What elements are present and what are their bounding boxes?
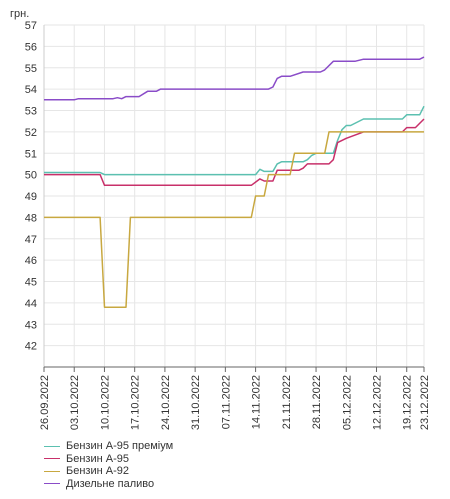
x-axis-ticks: 26.09.2022 03.10.2022 10.10.2022 17.10.2022…	[39, 375, 431, 430]
x-tick-label: 21.11.2022	[281, 375, 293, 429]
y-tick-label: 51	[25, 148, 37, 160]
y-tick-label: 45	[25, 277, 37, 289]
chart-legend: Бензин А-95 преміум Бензин А-95 Бензин А-9…	[44, 440, 173, 490]
legend-swatch	[44, 458, 60, 459]
chart-series	[44, 56, 425, 308]
x-tick-label: 26.09.2022	[39, 375, 51, 430]
legend-swatch	[44, 445, 60, 447]
legend-swatch	[44, 470, 60, 472]
y-tick-label: 57	[25, 20, 37, 32]
chart-grid	[43, 24, 425, 367]
x-tick-label: 12.12.2022	[372, 375, 384, 430]
x-tick-label: 17.10.2022	[130, 375, 142, 430]
x-tick-label: 31.10.2022	[190, 375, 202, 430]
y-tick-label: 48	[25, 212, 37, 224]
series-line-1	[44, 118, 425, 187]
legend-swatch	[44, 483, 60, 484]
y-tick-label: 42	[25, 341, 37, 353]
legend-item[interactable]: Бензин А-95	[44, 453, 173, 465]
y-tick-label: 49	[25, 191, 37, 203]
y-axis-ticks: 42 43 44 45 46 47 48 49 50 51 52 53 54 55 56 57	[25, 20, 37, 353]
series-line-2	[44, 131, 424, 308]
legend-item[interactable]: Бензин А-95 преміум	[44, 440, 173, 452]
y-tick-label: 56	[25, 41, 37, 53]
x-tick-label: 03.10.2022	[69, 375, 81, 430]
x-tick-label: 05.12.2022	[341, 375, 353, 430]
y-tick-label: 55	[25, 63, 37, 75]
y-tick-label: 43	[25, 319, 37, 331]
x-tick-label: 10.10.2022	[99, 375, 111, 430]
legend-label: Бензин А-92	[66, 465, 129, 477]
x-tick-label: 14.11.2022	[251, 375, 263, 429]
series-line-0	[44, 105, 425, 176]
chart-axes	[43, 25, 425, 372]
y-tick-label: 53	[25, 106, 37, 118]
x-tick-label: 23.12.2022	[419, 375, 431, 430]
x-tick-label: 19.12.2022	[402, 375, 414, 430]
legend-label: Бензин А-95	[66, 452, 129, 465]
y-tick-label: 54	[25, 84, 37, 96]
y-tick-label: 50	[25, 170, 37, 182]
x-tick-label: 24.10.2022	[160, 375, 172, 430]
series-line-3	[44, 56, 425, 101]
y-axis-label: грн.	[10, 8, 29, 20]
x-tick-label: 07.11.2022	[220, 375, 232, 429]
y-tick-label: 44	[25, 298, 37, 310]
x-tick-label: 28.11.2022	[311, 375, 323, 429]
legend-label: Дизельне паливо	[66, 477, 155, 490]
legend-item[interactable]: Дизельне паливо	[44, 478, 173, 490]
y-tick-label: 47	[25, 234, 37, 246]
y-tick-label: 46	[25, 255, 37, 267]
legend-item[interactable]: Бензин А-92	[44, 465, 173, 477]
y-tick-label: 52	[25, 127, 37, 139]
legend-label: Бензин А-95 преміум	[66, 440, 174, 452]
